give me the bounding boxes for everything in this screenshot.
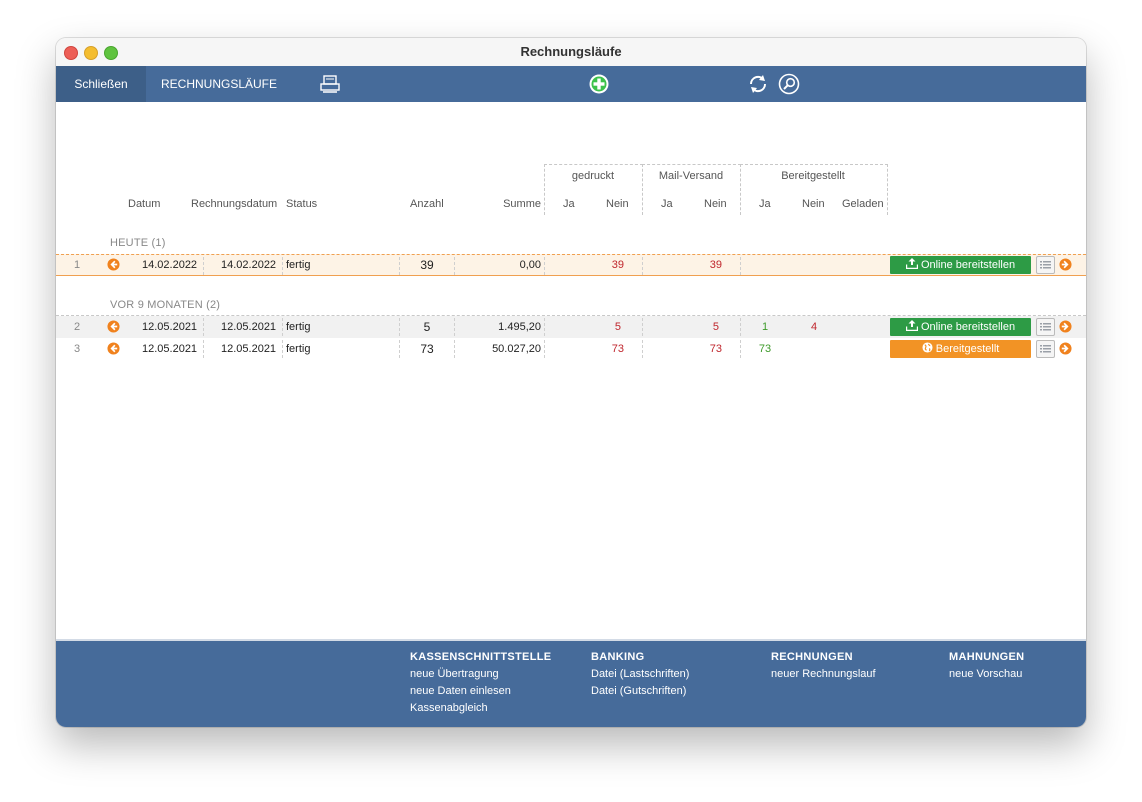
cell-mail-nein: 73 <box>709 343 722 355</box>
cell-mail-nein: 5 <box>712 321 719 333</box>
list-icon[interactable] <box>1036 318 1055 336</box>
table-row[interactable]: 3 12.05.2021 12.05.2021 fertig 73 50.027… <box>56 338 1086 360</box>
kassenabgleich-link[interactable]: Kassenabgleich <box>410 702 488 714</box>
header-bereit-geladen: Geladen <box>842 198 884 210</box>
footer-menu: KASSENSCHNITTSTELLE neue Übertragung neu… <box>56 639 1086 727</box>
row-number: 3 <box>74 343 81 355</box>
cell-summe: 0,00 <box>519 259 541 271</box>
cell-status: fertig <box>286 321 311 333</box>
cell-anzahl: 73 <box>420 342 434 356</box>
header-bereitgestellt: Bereitgestellt <box>781 170 845 182</box>
cell-bereit-ja: 1 <box>761 321 769 333</box>
arrow-right-icon[interactable] <box>1059 258 1072 271</box>
close-button[interactable]: Schließen <box>56 66 146 102</box>
arrow-left-icon[interactable] <box>107 320 120 333</box>
upload-icon <box>905 320 919 332</box>
close-window-button[interactable] <box>64 46 78 60</box>
section-vor-9-monaten: VOR 9 MONATEN (2) <box>110 299 221 311</box>
table-row[interactable]: 1 14.02.2022 14.02.2022 fertig 39 0,00 3… <box>56 254 1086 276</box>
search-icon[interactable] <box>778 73 800 95</box>
toolbar: Schließen RECHNUNGSLÄUFE <box>56 66 1086 102</box>
cell-mail-nein: 39 <box>709 259 722 271</box>
table-row[interactable]: 2 12.05.2021 12.05.2021 fertig 5 1.495,2… <box>56 316 1086 338</box>
cell-gedruckt-nein: 39 <box>611 259 624 271</box>
header-anzahl[interactable]: Anzahl <box>410 198 444 210</box>
header-status[interactable]: Status <box>286 198 318 210</box>
header-gedruckt-ja: Ja <box>563 198 575 210</box>
header-datum[interactable]: Datum <box>128 198 161 210</box>
cell-datum: 12.05.2021 <box>142 321 198 333</box>
neue-uebertragung-link[interactable]: neue Übertragung <box>410 668 499 680</box>
title-bar: Rechnungsläufe <box>56 38 1086 67</box>
online-bereitstellen-button[interactable]: Online bereitstellen <box>890 318 1031 336</box>
cell-status: fertig <box>286 259 311 271</box>
section-heute: HEUTE (1) <box>110 237 166 249</box>
footer-heading: MAHNUNGEN <box>949 651 1025 663</box>
footer-heading: RECHNUNGEN <box>771 651 853 663</box>
button-label: Online bereitstellen <box>920 321 1016 333</box>
window-title: Rechnungsläufe <box>520 44 622 59</box>
plus-circle-icon[interactable] <box>588 73 610 95</box>
arrow-right-icon[interactable] <box>1059 342 1072 355</box>
header-bereit-nein: Nein <box>802 198 825 210</box>
upload-icon <box>905 258 919 270</box>
neue-daten-einlesen-link[interactable]: neue Daten einlesen <box>410 685 511 697</box>
cell-bereit-ja: 73 <box>758 343 772 355</box>
cell-gedruckt-nein: 73 <box>611 343 624 355</box>
row-number: 1 <box>74 259 81 271</box>
datei-lastschriften-link[interactable]: Datei (Lastschriften) <box>591 668 690 680</box>
cell-status: fertig <box>286 343 311 355</box>
header-mail-nein: Nein <box>704 198 727 210</box>
group-gedruckt <box>544 164 643 215</box>
cell-anzahl: 5 <box>423 320 431 334</box>
header-bereit-ja: Ja <box>759 198 771 210</box>
header-summe[interactable]: Summe <box>503 198 541 210</box>
cell-gedruckt-nein: 5 <box>614 321 621 333</box>
content-area: gedruckt Mail-Versand Bereitgestellt Dat… <box>56 102 1086 638</box>
cell-rechnungsdatum: 12.05.2021 <box>221 343 277 355</box>
globe-icon <box>922 342 933 353</box>
refresh-icon[interactable] <box>747 73 769 95</box>
neuer-rechnungslauf-link[interactable]: neuer Rechnungslauf <box>771 668 876 680</box>
datei-gutschriften-link[interactable]: Datei (Gutschriften) <box>591 685 687 697</box>
row-number: 2 <box>74 321 81 333</box>
toolbar-title: RECHNUNGSLÄUFE <box>161 77 278 91</box>
minimize-window-button[interactable] <box>84 46 98 60</box>
bereitgestellt-button[interactable]: Bereitgestellt <box>890 340 1031 358</box>
app-window: Rechnungsläufe Schließen RECHNUNGSLÄUFE <box>56 38 1086 727</box>
online-bereitstellen-button[interactable]: Online bereitstellen <box>890 256 1031 274</box>
cell-summe: 1.495,20 <box>498 321 541 333</box>
neue-vorschau-link[interactable]: neue Vorschau <box>949 668 1023 680</box>
cell-summe: 50.027,20 <box>492 343 541 355</box>
footer-mahnungen: MAHNUNGEN neue Vorschau <box>949 651 1024 685</box>
arrow-right-icon[interactable] <box>1059 320 1072 333</box>
footer-heading: BANKING <box>591 651 645 663</box>
button-label: Bereitgestellt <box>935 343 1000 355</box>
printer-icon[interactable] <box>319 73 341 95</box>
cell-bereit-nein: 4 <box>810 321 818 333</box>
zoom-window-button[interactable] <box>104 46 118 60</box>
footer-rechnungen: RECHNUNGEN neuer Rechnungslauf <box>771 651 876 685</box>
header-gedruckt-nein: Nein <box>606 198 629 210</box>
cell-datum: 12.05.2021 <box>142 343 198 355</box>
footer-heading: KASSENSCHNITTSTELLE <box>410 651 552 663</box>
arrow-left-icon[interactable] <box>107 342 120 355</box>
list-icon[interactable] <box>1036 256 1055 274</box>
group-mail <box>642 164 741 215</box>
group-bereit <box>740 164 888 215</box>
footer-kassenschnittstelle: KASSENSCHNITTSTELLE neue Übertragung neu… <box>410 651 551 719</box>
header-mail-versand: Mail-Versand <box>658 170 724 182</box>
header-mail-ja: Ja <box>661 198 673 210</box>
list-icon[interactable] <box>1036 340 1055 358</box>
cell-datum: 14.02.2022 <box>142 259 198 271</box>
button-label: Online bereitstellen <box>920 259 1016 271</box>
header-rechnungsdatum[interactable]: Rechnungsdatum <box>191 198 278 210</box>
cell-rechnungsdatum: 12.05.2021 <box>221 321 277 333</box>
header-gedruckt: gedruckt <box>571 170 615 182</box>
footer-banking: BANKING Datei (Lastschriften) Datei (Gut… <box>591 651 689 702</box>
cell-anzahl: 39 <box>420 258 434 272</box>
arrow-left-icon[interactable] <box>107 258 120 271</box>
cell-rechnungsdatum: 14.02.2022 <box>221 259 277 271</box>
